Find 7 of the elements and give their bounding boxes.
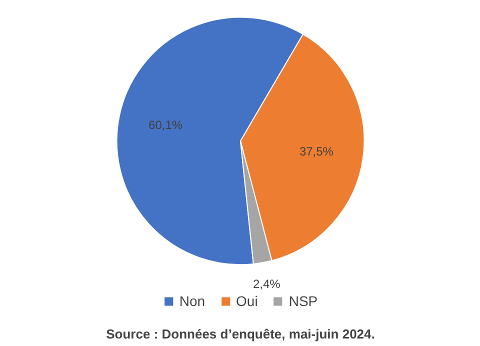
source-note: Source : Données d’enquête, mai-juin 2024. xyxy=(106,326,375,342)
legend-label: Oui xyxy=(236,293,258,309)
data-label: 60,1% xyxy=(148,118,183,132)
legend-label: NSP xyxy=(288,293,318,309)
legend-label: Non xyxy=(179,293,206,309)
data-label: 37,5% xyxy=(299,144,334,158)
data-label: 2,4% xyxy=(252,276,281,291)
